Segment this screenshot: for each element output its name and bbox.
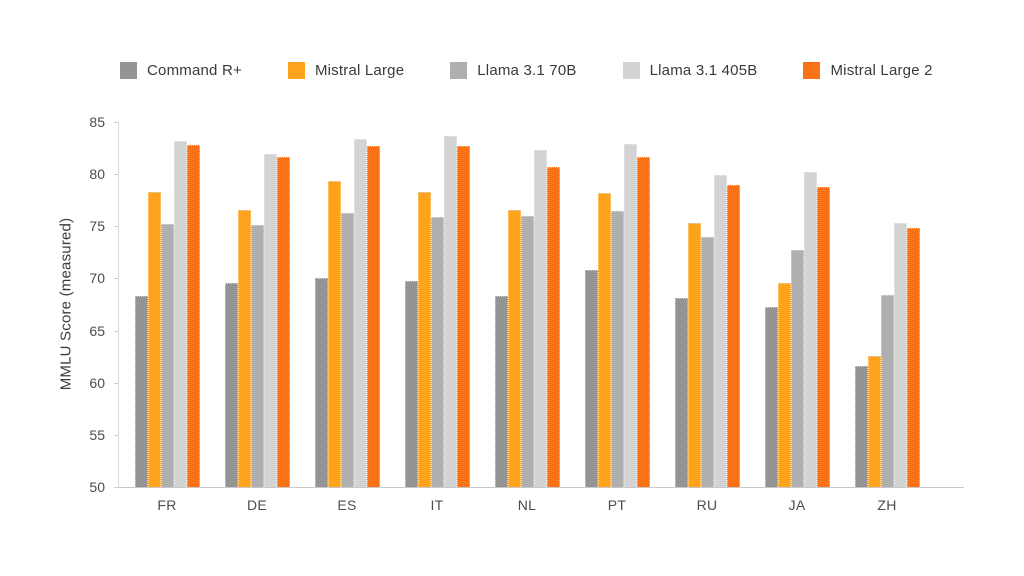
x-tick-label-pt: PT xyxy=(607,497,627,513)
bar-ja-mistral-large xyxy=(777,282,791,487)
y-tick-mark xyxy=(114,122,118,123)
bar-zh-command-r- xyxy=(854,366,868,487)
bar-nl-llama-3-1-405b xyxy=(533,150,547,487)
y-tick-mark xyxy=(114,278,118,280)
bar-it-mistral-large-2 xyxy=(456,145,470,487)
bar-nl-mistral-large-2 xyxy=(546,166,560,487)
bar-de-llama-3-1-405b xyxy=(263,154,277,487)
y-tick-label: 85 xyxy=(89,114,105,130)
legend-item-llama-3-1-70b: Llama 3.1 70B xyxy=(450,62,576,79)
bar-es-mistral-large xyxy=(327,181,341,487)
y-tick-label: 50 xyxy=(89,479,105,495)
bar-it-llama-3-1-70b xyxy=(430,216,444,487)
bar-pt-mistral-large-2 xyxy=(636,157,650,487)
y-tick-mark xyxy=(114,226,118,228)
bar-ja-llama-3-1-405b xyxy=(803,172,817,487)
x-tick-label-fr: FR xyxy=(157,497,177,513)
bar-fr-command-r- xyxy=(134,296,148,487)
legend-item-mistral-large-2: Mistral Large 2 xyxy=(803,62,932,79)
y-tick-label: 55 xyxy=(89,426,105,443)
y-tick-label: 65 xyxy=(89,322,105,339)
y-axis-title: MMLU Score (measured) xyxy=(57,217,75,391)
bar-de-command-r- xyxy=(224,282,238,487)
bar-zh-llama-3-1-405b xyxy=(893,223,907,487)
legend-swatch-icon xyxy=(450,62,468,79)
y-tick-label: 70 xyxy=(89,270,105,287)
bar-pt-command-r- xyxy=(584,270,598,487)
x-tick-label-zh: ZH xyxy=(877,497,897,513)
legend-label: Mistral Large xyxy=(314,62,405,79)
bar-zh-mistral-large xyxy=(867,355,881,487)
bar-ru-command-r- xyxy=(674,298,688,487)
y-tick-mark xyxy=(114,174,118,176)
bar-ru-mistral-large-2 xyxy=(726,184,740,487)
x-tick-label-de: DE xyxy=(246,497,268,513)
y-tick-mark xyxy=(114,487,118,488)
bar-zh-llama-3-1-70b xyxy=(880,295,894,487)
x-tick-label-nl: NL xyxy=(517,497,537,513)
chart-legend: Command R+ Mistral Large Llama 3.1 70B Llam… xyxy=(120,62,933,79)
bar-fr-llama-3-1-405b xyxy=(173,140,187,487)
bar-es-llama-3-1-405b xyxy=(353,138,367,487)
y-tick-label: 60 xyxy=(89,374,105,391)
bar-pt-mistral-large xyxy=(597,192,611,487)
bar-nl-command-r- xyxy=(494,296,508,487)
y-tick-label: 75 xyxy=(89,218,105,235)
plot-area: 50 55 60 65 70 75 80 85 FR DE ES IT NL PT RU JA ZH xyxy=(89,114,964,513)
y-tick-mark xyxy=(114,330,118,332)
x-tick-label-ja: JA xyxy=(788,497,806,513)
bar-nl-llama-3-1-70b xyxy=(520,215,534,487)
legend-swatch-icon xyxy=(803,62,821,79)
legend-swatch-icon xyxy=(287,62,305,79)
bar-de-llama-3-1-70b xyxy=(250,225,264,487)
y-tick-mark xyxy=(114,434,118,436)
bar-it-command-r- xyxy=(404,280,418,487)
bar-es-mistral-large-2 xyxy=(366,145,380,487)
x-tick-label-es: ES xyxy=(337,497,357,513)
bar-it-llama-3-1-405b xyxy=(443,135,457,487)
bar-pt-llama-3-1-405b xyxy=(623,143,637,487)
bar-nl-mistral-large xyxy=(507,209,521,487)
bar-ja-mistral-large-2 xyxy=(816,186,830,487)
x-tick-label-it: IT xyxy=(430,497,444,513)
bar-ru-mistral-large xyxy=(687,223,701,487)
bar-de-mistral-large xyxy=(237,209,251,487)
bar-es-llama-3-1-70b xyxy=(340,212,354,487)
legend-item-command-r-: Command R+ xyxy=(120,62,242,79)
y-tick-mark xyxy=(114,382,118,384)
legend-swatch-icon xyxy=(622,62,640,79)
bar-ja-command-r- xyxy=(764,306,778,487)
legend-label: Llama 3.1 70B xyxy=(477,62,577,79)
bar-es-command-r- xyxy=(314,278,328,487)
x-tick-label-ru: RU xyxy=(696,497,718,513)
legend-label: Mistral Large 2 xyxy=(830,62,933,79)
bar-fr-llama-3-1-70b xyxy=(160,224,174,487)
bar-pt-llama-3-1-70b xyxy=(610,210,624,487)
bar-fr-mistral-large xyxy=(147,191,161,487)
bar-it-mistral-large xyxy=(417,191,431,487)
legend-item-llama-3-1-405b: Llama 3.1 405B xyxy=(622,62,758,79)
bar-ru-llama-3-1-70b xyxy=(700,236,714,487)
bar-zh-mistral-large-2 xyxy=(906,228,920,487)
legend-swatch-icon xyxy=(120,62,137,79)
bar-fr-mistral-large-2 xyxy=(186,144,200,487)
bar-de-mistral-large-2 xyxy=(276,157,290,487)
legend-label: Llama 3.1 405B xyxy=(649,62,758,79)
legend-label: Command R+ xyxy=(147,62,242,79)
y-tick-label: 80 xyxy=(89,166,105,183)
legend-item-mistral-large: Mistral Large xyxy=(287,62,405,79)
bar-ja-llama-3-1-70b xyxy=(790,250,804,487)
bar-ru-llama-3-1-405b xyxy=(713,175,727,487)
